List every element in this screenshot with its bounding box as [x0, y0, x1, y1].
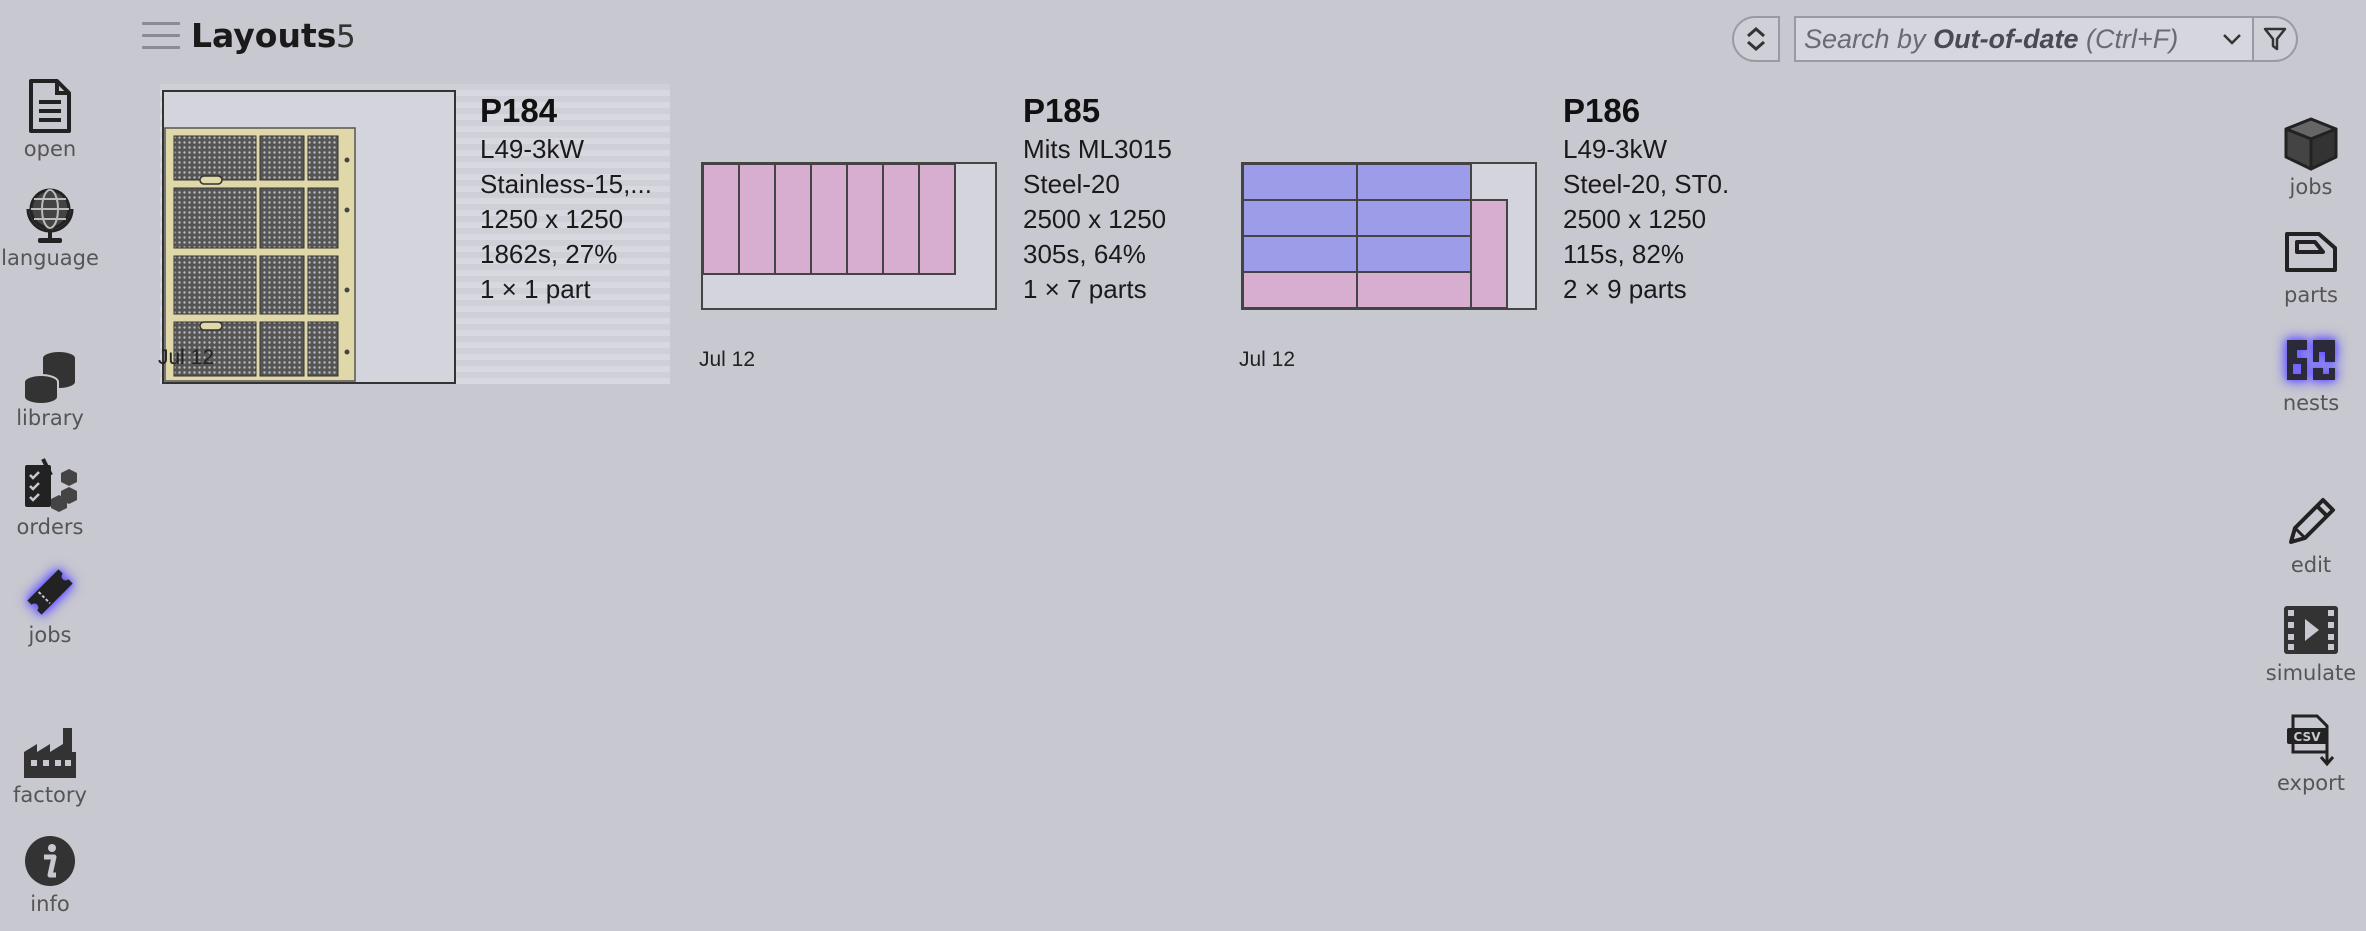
page-title: Layouts [191, 16, 337, 55]
nav-info-label: info [30, 892, 70, 916]
search-dropdown[interactable] [2212, 32, 2252, 46]
search-input[interactable]: Search by Out-of-date (Ctrl+F) [1794, 16, 2254, 62]
card-info: P186 L49-3kW Steel-20, ST0. 2500 x 1250 … [1563, 92, 1729, 307]
nav-language[interactable]: language [0, 183, 100, 269]
card-size: 2500 x 1250 [1023, 204, 1167, 234]
nav-language-label: language [1, 246, 99, 270]
card-machine: Mits ML3015 [1023, 134, 1172, 164]
nav-export-label: export [2276, 771, 2346, 795]
checklist-boxes-icon [18, 452, 82, 516]
nav-factory[interactable]: factory [0, 720, 100, 806]
search-placeholder: Search by Out-of-date (Ctrl+F) [1804, 23, 2179, 54]
box-icon [2279, 112, 2343, 176]
layout-card-p184[interactable]: P184 L49-3kW Stainless-15,... 1250 x 125… [158, 84, 670, 384]
nav-nests[interactable]: nests [2256, 328, 2366, 414]
card-parts: 1 × 1 part [480, 274, 591, 304]
nav-factory-label: factory [13, 783, 87, 807]
card-title: P186 [1563, 92, 1641, 129]
sort-button[interactable] [1732, 16, 1780, 62]
menu-button[interactable] [142, 22, 180, 52]
nav-open-label: open [23, 137, 77, 161]
nav-library-label: library [16, 406, 84, 430]
card-machine: L49-3kW [480, 134, 585, 164]
nav-parts[interactable]: parts [2256, 220, 2366, 306]
globe-icon [18, 183, 82, 247]
layout-thumbnail [162, 90, 456, 384]
nav-nests-label: nests [2282, 391, 2340, 415]
nav-export[interactable]: CSV export [2256, 708, 2366, 794]
hamburger-icon [142, 22, 180, 25]
card-material: Steel-20 [1023, 169, 1120, 199]
filter-button[interactable] [2254, 16, 2298, 62]
card-date: Jul 12 [699, 348, 756, 371]
nav-jobs[interactable]: jobs [0, 560, 100, 646]
card-stats: 305s, 64% [1023, 239, 1146, 269]
nav-simulate[interactable]: simulate [2256, 598, 2366, 684]
ticket-icon [18, 560, 82, 624]
nav-parts-label: parts [2283, 283, 2338, 307]
card-machine: L49-3kW [1563, 134, 1668, 164]
card-info: P184 L49-3kW Stainless-15,... 1250 x 125… [480, 92, 652, 307]
layout-card-p186[interactable]: P186 L49-3kW Steel-20, ST0. 2500 x 1250 … [1239, 84, 1749, 384]
card-stats: 1862s, 27% [480, 239, 618, 269]
card-date: Jul 12 [158, 346, 215, 369]
card-info: P185 Mits ML3015 Steel-20 2500 x 1250 30… [1023, 92, 1172, 307]
nav-jobs-label: jobs [28, 623, 72, 647]
layout-card-p185[interactable]: P185 Mits ML3015 Steel-20 2500 x 1250 30… [699, 84, 1209, 384]
filter-icon [2263, 27, 2287, 51]
nav-simulate-label: simulate [2265, 661, 2357, 685]
svg-text:CSV: CSV [2294, 730, 2322, 744]
card-title: P185 [1023, 92, 1101, 129]
nav-right-jobs-label: jobs [2289, 175, 2333, 199]
card-date: Jul 12 [1239, 348, 1296, 371]
nav-open[interactable]: open [0, 74, 100, 160]
pencil-icon [2279, 490, 2343, 554]
document-icon [18, 74, 82, 138]
nav-edit-label: edit [2290, 553, 2332, 577]
nav-library[interactable]: library [0, 343, 100, 429]
card-material: Steel-20, ST0. [1563, 169, 1730, 199]
factory-icon [18, 720, 82, 784]
nav-edit[interactable]: edit [2256, 490, 2366, 576]
chevron-down-icon [2223, 34, 2241, 45]
card-stats: 115s, 82% [1563, 239, 1684, 269]
layout-thumbnail [1241, 162, 1537, 310]
card-size: 2500 x 1250 [1563, 204, 1707, 234]
card-title: P184 [480, 92, 558, 129]
nests-icon [2279, 328, 2343, 392]
film-icon [2279, 598, 2343, 662]
csv-export-icon: CSV [2279, 708, 2343, 772]
right-sidebar: jobs parts nests [2256, 0, 2366, 931]
card-parts: 1 × 7 parts [1023, 274, 1147, 304]
nav-right-jobs[interactable]: jobs [2256, 112, 2366, 198]
coins-stack-icon [18, 343, 82, 407]
part-outline-icon [2279, 220, 2343, 284]
left-sidebar: open language [0, 0, 100, 931]
info-icon [18, 829, 82, 893]
nav-orders[interactable]: orders [0, 452, 100, 538]
card-parts: 2 × 9 parts [1563, 274, 1687, 304]
nav-orders-label: orders [16, 515, 84, 539]
layout-thumbnail [701, 162, 997, 310]
sort-icon [1747, 27, 1765, 51]
nav-info[interactable]: info [0, 829, 100, 915]
card-size: 1250 x 1250 [480, 204, 624, 234]
layout-count: 5 [336, 19, 356, 55]
card-material: Stainless-15,... [480, 169, 652, 199]
